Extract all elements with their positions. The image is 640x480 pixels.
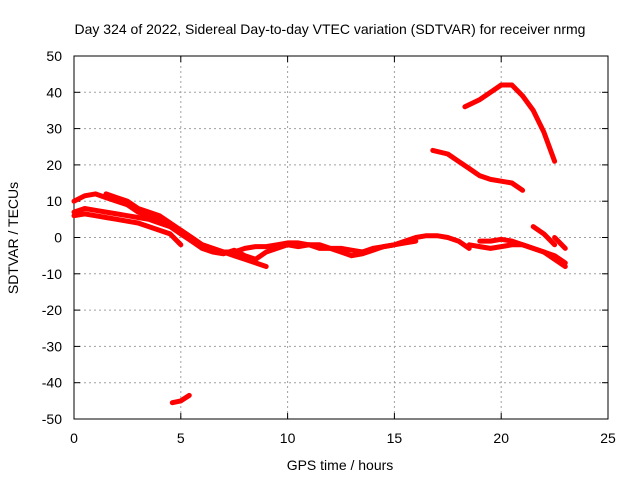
series-track-j (430, 147, 526, 193)
x-tick-label: 20 (493, 430, 509, 446)
series-track-c (103, 191, 269, 269)
y-tick-label: 10 (46, 193, 62, 209)
series-track-k (169, 392, 192, 406)
x-tick-label: 15 (387, 430, 403, 446)
grid (74, 56, 608, 419)
y-axis-label: SDTVAR / TECUs (5, 182, 21, 294)
series-track-g (530, 224, 558, 248)
y-tick-label: 40 (46, 84, 62, 100)
y-tick-label: 50 (46, 48, 62, 64)
series-track-d (71, 211, 184, 248)
series-track-f (477, 236, 568, 266)
y-tick-label: -40 (42, 375, 62, 391)
y-tick-label: -20 (42, 302, 62, 318)
x-tick-label: 5 (177, 430, 185, 446)
chart-title: Day 324 of 2022, Sidereal Day-to-day VTE… (75, 21, 586, 37)
series-track-h (552, 235, 568, 251)
x-tick-label: 10 (280, 430, 296, 446)
x-tick-label: 25 (600, 430, 616, 446)
y-tick-label: -10 (42, 266, 62, 282)
x-tick-label: 0 (70, 430, 78, 446)
series-group (71, 82, 568, 406)
series-track-i (462, 82, 558, 164)
x-axis-label: GPS time / hours (287, 457, 394, 473)
series-track-b (71, 206, 419, 255)
y-tick-label: 0 (54, 230, 62, 246)
axis-ticks: -50 -40 -30 -20 -10 0 10 20 30 40 50 0 5 10 15 20 25 (42, 48, 616, 446)
y-tick-label: -30 (42, 338, 62, 354)
y-tick-label: 30 (46, 121, 62, 137)
y-tick-label: 20 (46, 157, 62, 173)
y-tick-label: -50 (42, 411, 62, 427)
